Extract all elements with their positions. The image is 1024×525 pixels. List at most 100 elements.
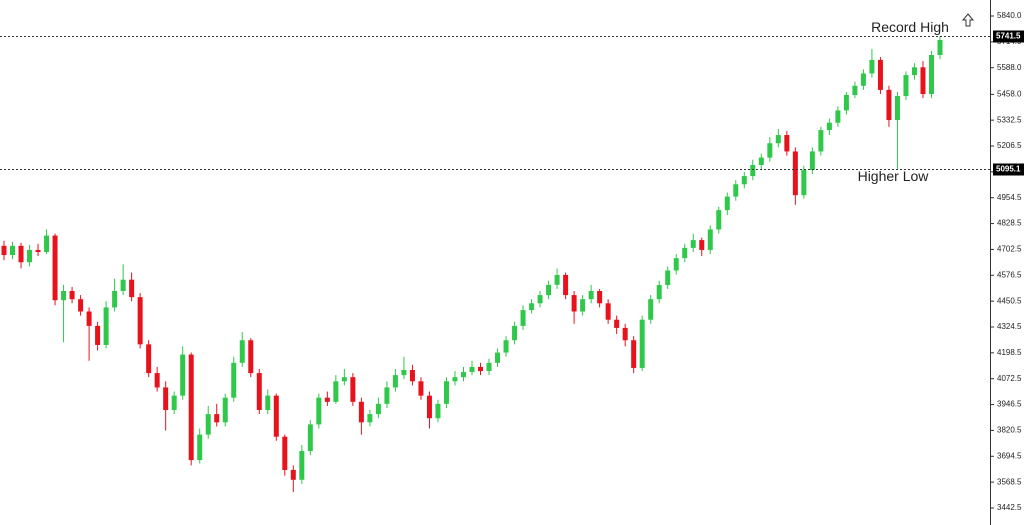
candle-body [435,403,441,419]
y-tick-label: 3442.5 [997,503,1022,512]
candle-body [571,295,577,312]
candle-body [852,85,858,96]
candle-body [18,245,24,263]
y-tick-label: 4324.5 [997,322,1022,331]
candle-body [682,247,688,259]
y-tick-label: 3946.5 [997,400,1022,409]
candle-body [622,327,628,341]
candle-body [690,240,696,248]
candle-body [180,354,186,396]
candle-body [605,303,611,320]
candle-body [563,274,569,296]
candle-body [920,67,926,94]
candle-body [886,89,892,121]
ticks: 3442.5 3568.5 3694.5 3820.5 3946.5 4072.5 4198… [990,11,1022,512]
candle-body [129,279,135,298]
candle-body [137,297,143,345]
candle-body [10,245,16,256]
candle-body [171,395,177,411]
candle-body [350,377,356,402]
candle-body [222,397,228,423]
candle-body [588,290,594,300]
candle-body [529,303,535,311]
candle-body [860,73,866,86]
candle-body [665,270,671,286]
candle-body [154,373,160,388]
candle-body [758,157,764,165]
candle-body [69,290,75,300]
levels: 5741.5 Record High 5095.1 Higher Low [0,19,1024,184]
candle-body [597,290,603,304]
candle-body [418,381,424,396]
candle-body [792,151,798,196]
candle-body [741,176,747,185]
y-tick-label: 5206.5 [997,141,1022,150]
candle-body [469,366,475,373]
candle-body [877,59,883,90]
candle-body [273,395,279,437]
candle-body [231,362,237,398]
candle-body [265,395,271,411]
candle-body [358,401,364,423]
y-tick-label: 5840.0 [997,11,1022,20]
candle-body [809,151,815,170]
candle-body [460,372,466,378]
candle-body [750,164,756,177]
candle-body [426,395,432,419]
candle-body [928,54,934,94]
level-price-box [993,163,1024,176]
candle-body [409,369,415,382]
y-tick-label: 3568.5 [997,477,1022,486]
candle-body [767,143,773,158]
candle-body [784,135,790,152]
candle-body [44,235,50,252]
candle-body [801,169,807,196]
candle-body [197,434,203,461]
candle-body [299,451,305,480]
candle-body [367,414,373,423]
candle-body [1,245,7,256]
candle-body [333,381,339,402]
candle-body [392,375,398,388]
candle-body [699,240,705,250]
candle-body [478,366,484,372]
candle-body [163,387,169,411]
candle-body [835,110,841,123]
level-price: 5095.1 [996,165,1021,174]
candle-body [341,377,347,382]
candle-body [86,311,92,326]
candle-body [486,362,492,372]
candle-body [282,436,288,470]
candle-body [384,387,390,404]
candle-body [324,397,330,402]
candle-body [520,310,526,326]
candle-body [120,279,126,291]
candle-body [214,414,220,423]
candle-body [631,340,637,368]
candle-body [205,414,211,435]
candle-body [580,299,586,312]
candle-body [401,369,407,376]
candle-body [452,377,458,382]
candle-body [35,249,41,252]
y-tick-label: 3694.5 [997,451,1022,460]
candle-body [673,258,679,271]
level-annotation: Higher Low [858,168,930,184]
candle-body [290,469,296,480]
y-tick-label: 4954.5 [997,193,1022,202]
candle-body [248,340,254,374]
candle-body [843,95,849,111]
y-tick-label: 5332.5 [997,115,1022,124]
candle-body [78,299,84,312]
y-tick-label: 3820.5 [997,426,1022,435]
y-tick-label: 4198.5 [997,348,1022,357]
y-tick-label: 5458.0 [997,90,1022,99]
candle-body [146,344,152,374]
candle-body [375,403,381,415]
y-tick-label: 4576.5 [997,270,1022,279]
candle-body [869,59,875,74]
candle-body [903,75,909,97]
candle-body [316,397,322,425]
